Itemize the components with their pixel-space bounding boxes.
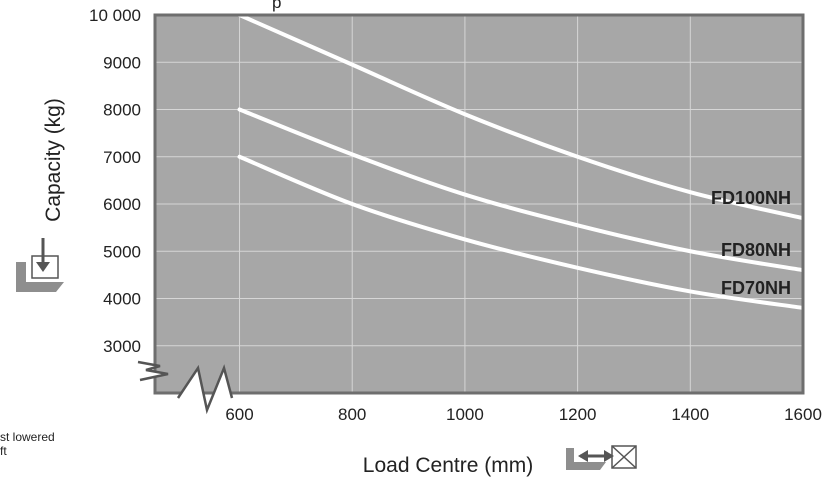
x-tick-label: 1400 bbox=[671, 405, 709, 424]
series-line-fd80nh bbox=[237, 107, 805, 273]
plot-border bbox=[153, 13, 805, 395]
x-tick-labels: 600 800 1000 1200 1400 1600 bbox=[225, 405, 822, 424]
x-tick-label: 1200 bbox=[559, 405, 597, 424]
x-tick-label: 1000 bbox=[446, 405, 484, 424]
y-tick-label: 3000 bbox=[103, 337, 141, 356]
x-axis-title: Load Centre (mm) bbox=[363, 454, 533, 477]
axis-break bbox=[137, 360, 234, 415]
y-tick-label: 6000 bbox=[103, 195, 141, 214]
y-tick-label: 8000 bbox=[103, 101, 141, 120]
y-tick-label: 10 000 bbox=[89, 6, 141, 25]
y-tick-labels: 3000 4000 5000 6000 7000 8000 9000 10 000 bbox=[89, 6, 141, 356]
x-tick-label: 1600 bbox=[784, 405, 822, 424]
series-label-fd80nh: FD80NH bbox=[721, 240, 791, 260]
top-fragment-text: p bbox=[272, 0, 281, 12]
series-labels: FD100NH FD80NH FD70NH bbox=[711, 188, 791, 298]
x-tick-label: 800 bbox=[338, 405, 366, 424]
footnote-line-2: ft bbox=[0, 444, 7, 458]
grid bbox=[155, 15, 803, 393]
y-tick-label: 4000 bbox=[103, 290, 141, 309]
y-axis-break-mark bbox=[137, 360, 169, 382]
plot-frame bbox=[153, 13, 805, 395]
series-line-fd70nh bbox=[237, 154, 805, 310]
y-tick-label: 7000 bbox=[103, 148, 141, 167]
x-axis-break-mark bbox=[176, 364, 234, 415]
series-label-fd100nh: FD100NH bbox=[711, 188, 791, 208]
x-tick-label: 600 bbox=[225, 405, 253, 424]
series-line-fd100nh bbox=[237, 13, 805, 221]
series-lines bbox=[237, 13, 805, 310]
series-label-fd70nh: FD70NH bbox=[721, 278, 791, 298]
footnote-line-1: st lowered bbox=[0, 430, 55, 444]
y-tick-label: 5000 bbox=[103, 242, 141, 261]
y-tick-label: 9000 bbox=[103, 53, 141, 72]
load-down-arrow-icon bbox=[16, 238, 64, 292]
y-axis-title: Capacity (kg) bbox=[42, 98, 65, 222]
load-centre-arrow-icon bbox=[566, 445, 637, 470]
